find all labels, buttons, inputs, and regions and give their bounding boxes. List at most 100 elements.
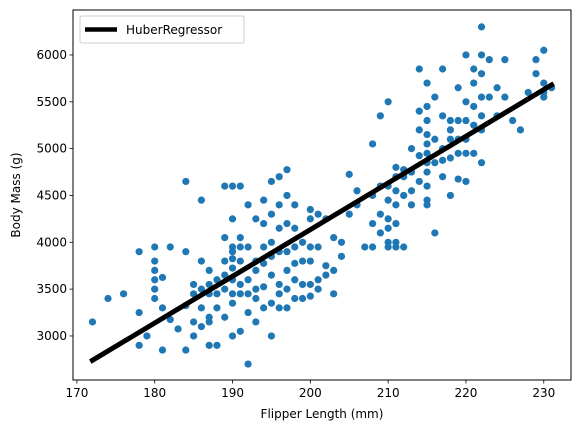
data-point <box>151 266 159 275</box>
data-point <box>524 88 532 97</box>
y-tick-label: 4000 <box>36 235 67 249</box>
data-point <box>88 318 97 326</box>
data-point <box>314 276 322 284</box>
data-point <box>298 294 307 303</box>
regression-line <box>89 81 555 364</box>
data-point <box>462 98 470 106</box>
data-point <box>337 238 346 246</box>
data-point <box>392 187 400 195</box>
data-point <box>384 243 392 251</box>
data-point <box>275 304 283 312</box>
data-point <box>477 93 486 101</box>
y-tick-label: 4500 <box>36 188 67 202</box>
data-point <box>275 290 283 298</box>
data-point <box>228 264 237 272</box>
x-tick-label: 170 <box>65 386 88 400</box>
data-point <box>267 177 276 186</box>
data-point <box>470 79 478 87</box>
data-point <box>431 159 439 167</box>
data-point <box>197 323 205 331</box>
regression-line-layer <box>89 81 555 364</box>
data-point <box>353 187 361 195</box>
y-tick-label: 5500 <box>36 95 67 109</box>
legend: HuberRegressor <box>79 15 245 44</box>
data-point <box>236 280 244 289</box>
data-point <box>330 234 338 242</box>
data-point <box>446 191 454 200</box>
data-point <box>407 187 416 195</box>
legend-label: HuberRegressor <box>126 23 222 37</box>
data-point <box>298 257 307 265</box>
data-point <box>423 168 431 176</box>
data-point <box>392 201 400 209</box>
data-point <box>454 175 462 183</box>
data-point <box>228 332 237 340</box>
data-point <box>415 65 423 73</box>
data-point <box>485 56 493 64</box>
data-point <box>384 224 392 232</box>
data-point <box>368 243 377 251</box>
data-point <box>501 56 509 64</box>
data-point <box>205 318 213 326</box>
data-point <box>298 238 307 246</box>
data-point <box>345 210 353 218</box>
data-point <box>454 116 462 125</box>
x-tick-label: 210 <box>377 386 400 400</box>
data-point <box>283 166 291 174</box>
data-point <box>158 304 167 312</box>
data-point <box>291 224 299 232</box>
data-point <box>291 276 299 284</box>
data-point <box>119 290 128 298</box>
data-point <box>477 159 486 167</box>
legend-box <box>79 15 245 44</box>
data-point <box>540 93 548 101</box>
data-point <box>283 266 291 275</box>
data-point <box>158 273 167 282</box>
data-point <box>291 243 299 251</box>
data-point <box>267 238 276 246</box>
data-point <box>423 182 431 190</box>
data-point <box>376 112 384 120</box>
data-point <box>462 116 470 125</box>
data-point <box>135 308 143 317</box>
data-point <box>244 201 252 209</box>
data-point <box>143 332 151 340</box>
data-point <box>477 112 486 120</box>
data-point <box>228 248 237 256</box>
data-point <box>376 210 384 218</box>
data-point <box>213 341 221 349</box>
data-point <box>267 299 276 307</box>
data-point <box>228 182 237 190</box>
data-point <box>190 332 198 340</box>
data-point <box>221 234 229 242</box>
data-point <box>228 299 237 307</box>
y-tick-label: 3000 <box>36 329 67 343</box>
data-point <box>431 135 439 143</box>
data-point <box>236 327 244 335</box>
data-point <box>236 182 244 190</box>
data-point <box>415 152 423 160</box>
data-point <box>446 154 454 162</box>
data-point <box>423 79 431 87</box>
data-point <box>322 271 330 279</box>
data-point <box>376 229 384 237</box>
data-point <box>423 102 431 111</box>
data-point <box>291 294 299 303</box>
data-point <box>205 266 213 275</box>
data-point <box>182 177 190 186</box>
data-point <box>337 252 346 260</box>
data-point <box>236 257 244 265</box>
data-point <box>166 243 174 251</box>
data-point <box>275 173 283 181</box>
data-point <box>213 304 221 312</box>
data-point <box>244 308 252 317</box>
data-point <box>252 266 260 275</box>
data-point <box>384 196 392 204</box>
data-point <box>221 257 229 265</box>
x-tick-label: 220 <box>455 386 478 400</box>
data-point <box>190 280 198 289</box>
data-point <box>477 51 486 59</box>
data-point <box>439 173 447 181</box>
